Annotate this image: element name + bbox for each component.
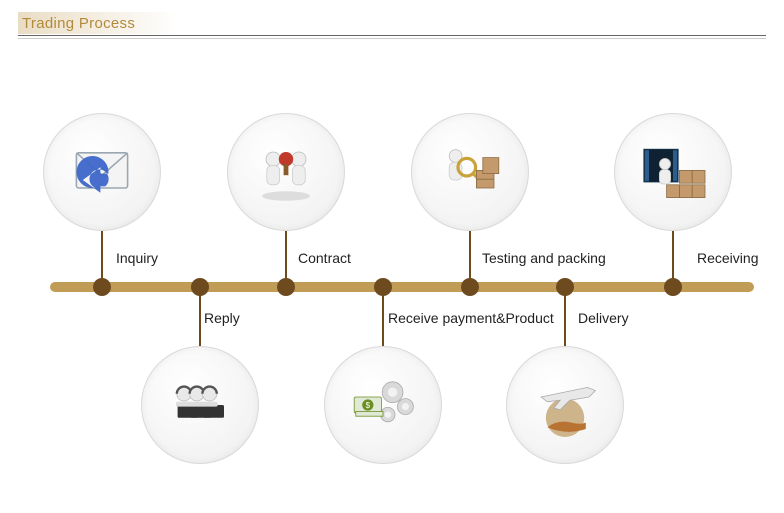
- call-center-icon: [160, 365, 240, 445]
- header-underline-2: [18, 38, 766, 39]
- step-circle-contract: [227, 113, 345, 231]
- timeline-dot: [277, 278, 295, 296]
- step-circle-delivery: [506, 346, 624, 464]
- magnify-box-icon: [430, 132, 510, 212]
- plane-ship-globe-icon: [525, 365, 605, 445]
- shipping-container-icon: [633, 132, 713, 212]
- timeline-dot: [93, 278, 111, 296]
- dollar-gears-icon: $: [343, 365, 423, 445]
- contract-stamp-icon: [246, 132, 326, 212]
- step-circle-receiving: [614, 113, 732, 231]
- timeline-dot: [556, 278, 574, 296]
- step-circle-reply: [141, 346, 259, 464]
- timeline-dot: [461, 278, 479, 296]
- step-label-reply: Reply: [204, 310, 240, 326]
- svg-text:$: $: [366, 401, 371, 410]
- step-label-payment: Receive payment&Product: [388, 310, 554, 326]
- page-title: Trading Process: [18, 15, 135, 32]
- header-title-bg: Trading Process: [18, 12, 145, 34]
- step-label-delivery: Delivery: [578, 310, 629, 326]
- step-circle-inquiry: [43, 113, 161, 231]
- header: Trading Process: [18, 12, 766, 36]
- step-circle-testing: [411, 113, 529, 231]
- timeline-dot: [664, 278, 682, 296]
- step-label-receiving: Receiving: [697, 250, 758, 266]
- timeline-dot: [191, 278, 209, 296]
- step-circle-payment: $: [324, 346, 442, 464]
- timeline-bar: [50, 282, 754, 292]
- mail-reply-icon: [62, 132, 142, 212]
- timeline-dot: [374, 278, 392, 296]
- header-underline: [18, 35, 766, 36]
- step-label-testing: Testing and packing: [482, 250, 606, 266]
- step-label-contract: Contract: [298, 250, 351, 266]
- step-label-inquiry: Inquiry: [116, 250, 158, 266]
